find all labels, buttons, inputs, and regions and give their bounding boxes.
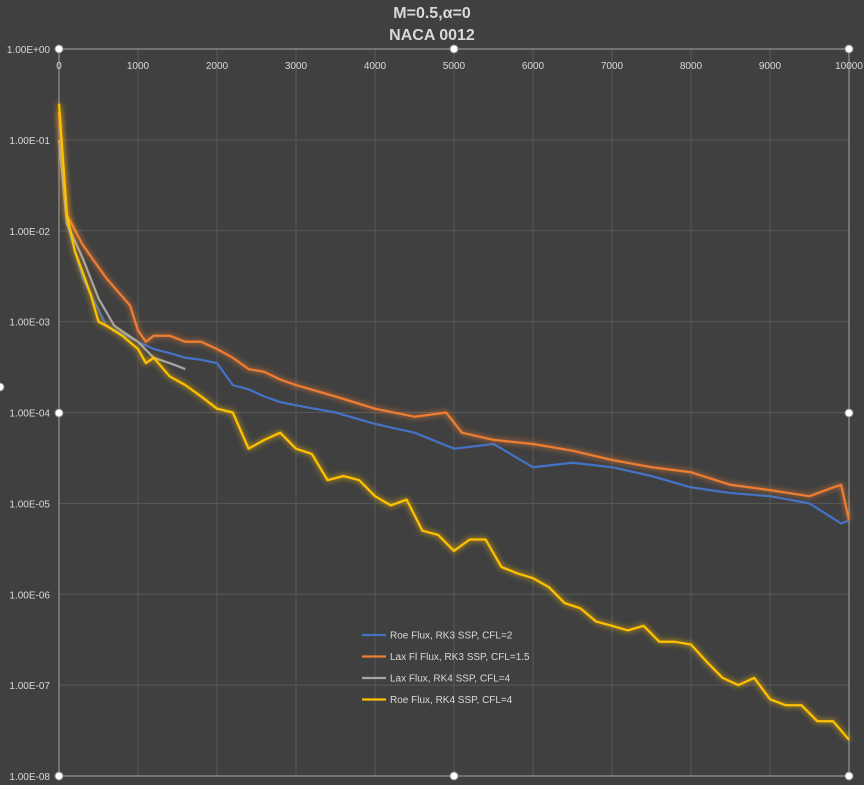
resize-handle[interactable]: [844, 408, 854, 418]
series-lines: [57, 103, 851, 741]
x-tick-label: 5000: [443, 61, 466, 72]
legend: Roe Flux, RK3 SSP, CFL=2 Lax Fl Flux, RK3…: [362, 631, 530, 706]
x-tick-label: 9000: [759, 61, 782, 72]
x-tick-label: 0: [56, 61, 62, 72]
resize-handle[interactable]: [844, 44, 854, 54]
chart-title-line-1: M=0.5,α=0: [393, 5, 471, 22]
x-tick-label: 8000: [680, 61, 703, 72]
resize-handle[interactable]: [449, 44, 459, 54]
x-tick-label: 6000: [522, 61, 545, 72]
y-tick-label: 1.00E+00: [7, 45, 51, 56]
legend-entry: Lax Flux, RK4 SSP, CFL=4: [390, 674, 511, 685]
series-line-2: [57, 112, 851, 521]
x-tick-labels: 0 1000 2000 3000 4000 5000 6000 7000 8000 9000 100…: [56, 61, 863, 72]
legend-entry: Roe Flux, RK3 SSP, CFL=2: [390, 631, 513, 642]
legend-entry: Lax Fl Flux, RK3 SSP, CFL=1.5: [390, 652, 530, 663]
x-tick-label: 4000: [364, 61, 387, 72]
resize-handle[interactable]: [0, 382, 5, 392]
y-tick-labels: 1.00E+00 1.00E-01 1.00E-02 1.00E-03 1.00E-04…: [7, 45, 51, 783]
selection-handles[interactable]: [0, 44, 854, 781]
resize-handle[interactable]: [844, 771, 854, 781]
chart-title-line-2: NACA 0012: [389, 27, 475, 44]
resize-handle[interactable]: [54, 44, 64, 54]
y-tick-label: 1.00E-01: [9, 136, 50, 147]
x-tick-label: 2000: [206, 61, 229, 72]
resize-handle[interactable]: [449, 771, 459, 781]
series-line-4: [57, 103, 850, 741]
y-tick-label: 1.00E-03: [9, 318, 50, 329]
x-tick-label: 10000: [835, 61, 863, 72]
y-tick-label: 1.00E-02: [9, 227, 50, 238]
resize-handle[interactable]: [54, 408, 64, 418]
y-tick-label: 1.00E-07: [9, 681, 50, 692]
gridlines: [59, 49, 849, 776]
legend-entry: Roe Flux, RK4 SSP, CFL=4: [390, 695, 513, 706]
y-tick-label: 1.00E-05: [9, 499, 50, 510]
resize-handle[interactable]: [54, 771, 64, 781]
x-tick-label: 3000: [285, 61, 308, 72]
y-tick-label: 1.00E-08: [9, 772, 50, 783]
y-tick-label: 1.00E-04: [9, 409, 50, 420]
x-tick-label: 7000: [601, 61, 624, 72]
x-tick-label: 1000: [127, 61, 150, 72]
y-tick-label: 1.00E-06: [9, 590, 50, 601]
series-line-1: [57, 129, 850, 525]
